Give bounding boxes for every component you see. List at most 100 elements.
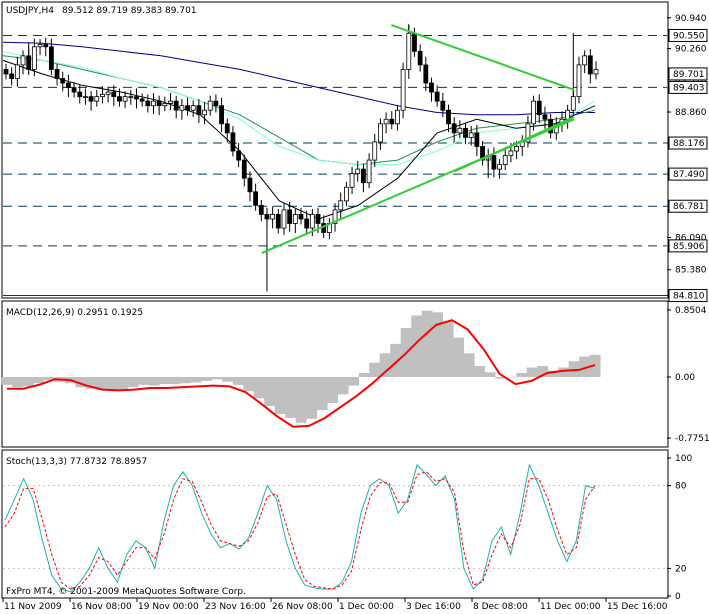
candle-body bbox=[395, 109, 400, 125]
price-tag-box bbox=[668, 239, 708, 253]
time-tick-label: 16 Nov 08:00 bbox=[71, 602, 132, 612]
moving-average-ma-light bbox=[2, 50, 596, 166]
macd-bar bbox=[327, 376, 339, 403]
stoch-main-line bbox=[4, 463, 596, 593]
macd-panel[interactable]: 0.8504 0.00 -0.7751 MACD(12,26,9) 0.2951 0… bbox=[1, 300, 709, 448]
candle-body bbox=[179, 105, 185, 111]
macd-tick-label: 0.00 bbox=[675, 373, 695, 383]
price-axis: 90.940 90.260 89.570 88.860 88.176 87.490 86.7… bbox=[667, 14, 708, 303]
macd-bar bbox=[526, 367, 538, 377]
candle-body bbox=[582, 55, 588, 66]
time-tick-label: 19 Nov 00:00 bbox=[138, 602, 199, 612]
macd-bar bbox=[295, 376, 307, 423]
macd-bar bbox=[463, 353, 475, 377]
price-tag-box bbox=[668, 167, 708, 181]
stoch-panel[interactable]: 100 80 20 0 Stoch(13,3,3) 77.8732 78.8957 F… bbox=[1, 449, 692, 602]
candle-body bbox=[275, 214, 281, 229]
macd-axis: 0.8504 0.00 -0.7751 bbox=[667, 306, 709, 444]
candle-body bbox=[514, 146, 519, 152]
trendline-support bbox=[454, 116, 575, 173]
macd-bar bbox=[127, 376, 139, 388]
macd-bar bbox=[33, 376, 45, 384]
candle-body bbox=[247, 177, 253, 193]
stoch-tick-label: 0 bbox=[675, 592, 681, 602]
price-tag-box bbox=[668, 67, 708, 81]
price-tag-label: 90.550 bbox=[673, 31, 705, 41]
macd-bar bbox=[43, 376, 55, 381]
candle-body bbox=[139, 98, 145, 102]
candle-body bbox=[570, 96, 576, 111]
candle-body bbox=[491, 155, 497, 170]
macd-bar bbox=[180, 376, 192, 384]
candle-body bbox=[111, 91, 117, 98]
candle-body bbox=[31, 46, 37, 70]
price-tag-label: 84.810 bbox=[673, 292, 705, 302]
candle-body bbox=[309, 214, 315, 229]
candle-body bbox=[60, 78, 66, 84]
candle-body bbox=[258, 204, 264, 215]
stoch-tick-label: 20 bbox=[675, 564, 687, 574]
candle-body bbox=[536, 100, 542, 116]
candle-body bbox=[134, 96, 139, 100]
candle-body bbox=[122, 96, 128, 102]
macd-bar bbox=[106, 376, 118, 391]
macd-bar bbox=[274, 376, 286, 415]
candle-body bbox=[241, 159, 247, 179]
candle-body bbox=[406, 32, 412, 70]
candle-body bbox=[451, 123, 457, 134]
price-panel[interactable]: 90.940 90.260 89.570 88.860 88.176 87.490 86.7… bbox=[1, 1, 708, 303]
candle-body bbox=[587, 55, 593, 75]
candle-body bbox=[94, 96, 100, 102]
candle-body bbox=[565, 109, 571, 120]
stoch-level-lines bbox=[3, 485, 667, 569]
macd-bar bbox=[474, 365, 486, 377]
macd-bar bbox=[75, 376, 87, 388]
candle-body bbox=[43, 44, 49, 48]
macd-bar bbox=[22, 376, 34, 387]
moving-average-ma-teal bbox=[2, 55, 596, 166]
price-panel-title: USDJPY,H4 bbox=[6, 6, 54, 16]
macd-bar bbox=[148, 376, 160, 386]
macd-bar bbox=[379, 353, 391, 377]
candle-body bbox=[270, 214, 276, 220]
price-tick-label: 85.380 bbox=[675, 266, 707, 276]
macd-bar bbox=[337, 376, 349, 395]
candle-body bbox=[156, 100, 162, 107]
price-tag-box bbox=[668, 80, 708, 94]
candle-body bbox=[88, 96, 94, 102]
price-tick-label: 86.090 bbox=[675, 234, 707, 244]
candle-body bbox=[502, 155, 508, 165]
macd-bar bbox=[348, 376, 360, 386]
macd-bar bbox=[442, 321, 454, 377]
moving-average-ma-black bbox=[2, 59, 596, 220]
macd-bar bbox=[96, 376, 108, 390]
price-tag-label: 86.781 bbox=[673, 202, 705, 212]
candle-body bbox=[173, 100, 179, 111]
macd-signal-line bbox=[7, 319, 596, 428]
time-tick-label: 3 Dec 16:00 bbox=[406, 602, 461, 612]
moving-averages bbox=[2, 41, 596, 220]
price-panel-frame bbox=[1, 1, 669, 299]
macd-bar bbox=[516, 373, 528, 377]
time-tick-label: 23 Nov 16:00 bbox=[205, 602, 266, 612]
candle-body bbox=[332, 209, 338, 224]
candle-body bbox=[71, 87, 77, 93]
candle-body bbox=[457, 127, 463, 134]
macd-bar bbox=[495, 376, 507, 379]
time-tick-label: 1 Dec 00:00 bbox=[339, 602, 394, 612]
macd-bar bbox=[411, 315, 423, 377]
macd-bar bbox=[264, 376, 276, 407]
candle-body bbox=[389, 118, 395, 125]
candle-body bbox=[292, 214, 298, 224]
candle-body bbox=[236, 150, 241, 161]
macd-bar bbox=[484, 372, 496, 377]
stoch-tick-label: 80 bbox=[675, 482, 687, 492]
candle-body bbox=[128, 96, 134, 99]
macd-bar bbox=[369, 362, 381, 377]
candle-body bbox=[54, 69, 60, 79]
macd-bar bbox=[547, 370, 559, 377]
time-tick-label: 26 Nov 08:00 bbox=[272, 602, 333, 612]
time-tick-label: 15 Dec 16:00 bbox=[607, 602, 668, 612]
candle-body bbox=[196, 105, 202, 116]
